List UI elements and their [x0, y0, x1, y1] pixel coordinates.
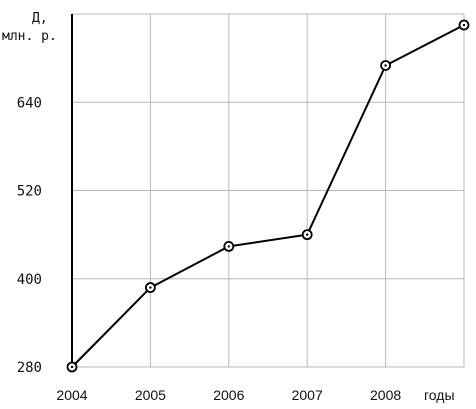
- data-points: [66, 19, 470, 373]
- x-tick-label: 2008: [370, 387, 401, 403]
- x-tick-labels: 2004 2005 2006 2007 2008: [56, 387, 401, 403]
- x-tick-label: 2004: [56, 387, 87, 403]
- data-point: [66, 361, 78, 373]
- data-point: [458, 19, 470, 31]
- y-tick-label: 640: [17, 95, 42, 111]
- data-point: [144, 282, 156, 293]
- series-line: [71, 24, 465, 368]
- y-axis-title-line1: Д,: [32, 11, 48, 26]
- y-tick-label: 400: [17, 272, 42, 288]
- x-tick-label: 2007: [292, 387, 323, 403]
- y-tick-label: 280: [17, 360, 42, 376]
- data-point: [380, 60, 392, 71]
- x-tick-label: 2005: [135, 387, 166, 403]
- data-point: [301, 229, 313, 241]
- y-tick-labels: 280 400 520 640: [17, 95, 42, 376]
- x-tick-label: 2006: [213, 387, 244, 403]
- y-tick-label: 520: [17, 184, 42, 200]
- data-point: [223, 240, 235, 252]
- x-axis-title: годы: [424, 387, 455, 403]
- y-axis-title-line2: млн. р.: [2, 29, 57, 44]
- horizontal-gridlines: [72, 13, 464, 368]
